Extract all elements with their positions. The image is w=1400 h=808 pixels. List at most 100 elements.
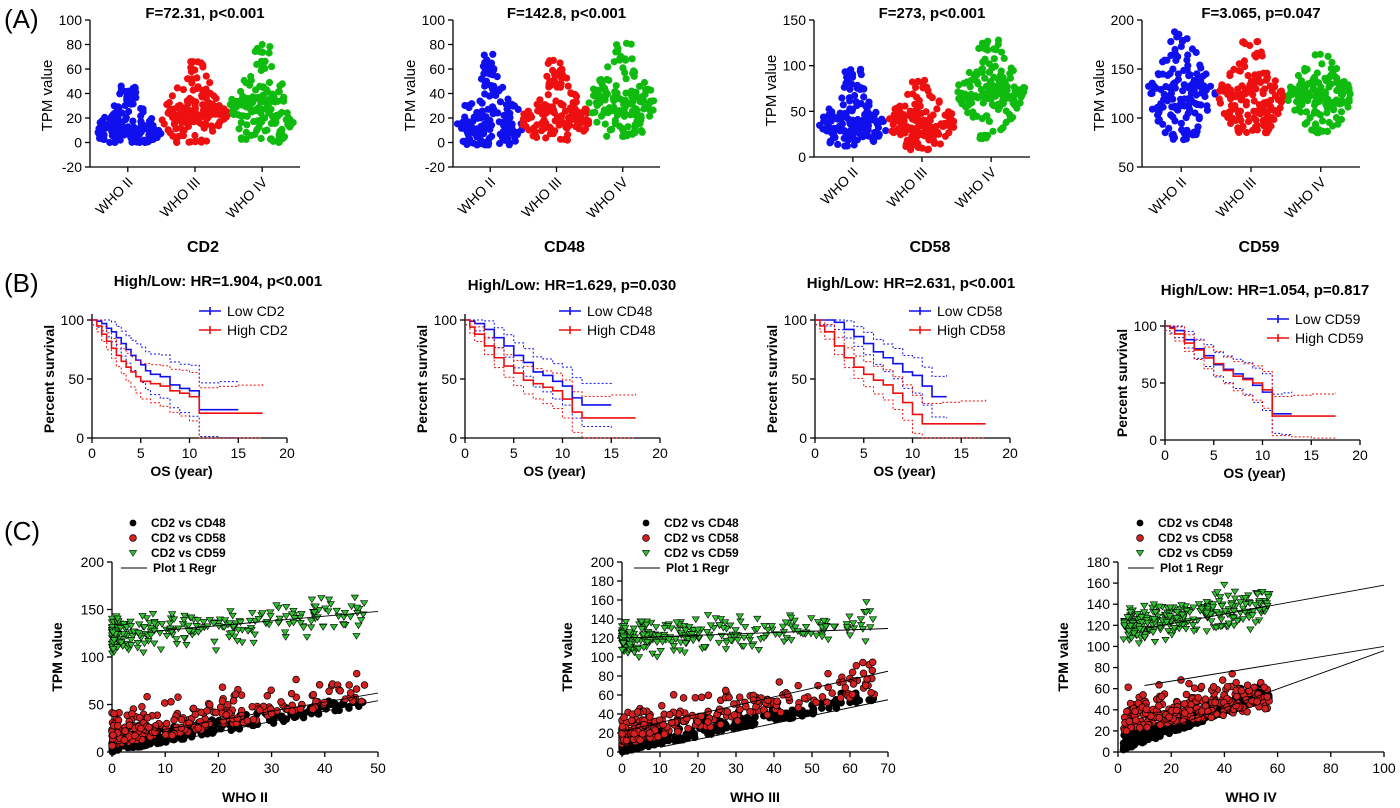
dot-series-who-iii: [158, 58, 233, 147]
data-point: [866, 624, 875, 632]
data-point: [1227, 95, 1235, 103]
data-point: [1242, 101, 1250, 109]
data-point: [149, 135, 157, 143]
data-point: [1263, 693, 1271, 701]
data-point: [1218, 676, 1227, 684]
data-point: [1202, 70, 1210, 78]
data-point: [716, 616, 726, 623]
regression-line: [1131, 650, 1385, 742]
data-point: [1166, 84, 1174, 92]
data-point: [1150, 639, 1160, 646]
data-point: [868, 616, 878, 623]
data-point: [485, 119, 493, 127]
data-point: [1185, 101, 1193, 109]
data-point: [282, 613, 291, 620]
legend-label: Low CD2: [227, 303, 285, 319]
legend-marker-green: [641, 550, 651, 557]
data-point: [352, 685, 361, 693]
data-point: [935, 98, 943, 106]
data-point: [496, 130, 504, 138]
data-point: [715, 622, 724, 630]
data-point: [828, 129, 836, 137]
data-point: [679, 694, 688, 702]
data-point: [1259, 120, 1268, 128]
y-tick-label: 0: [1102, 744, 1110, 760]
data-point: [660, 730, 669, 738]
gene-label: CD48: [544, 239, 585, 256]
data-point: [1016, 99, 1024, 107]
data-point: [280, 97, 288, 105]
data-point: [140, 741, 148, 750]
survival-plot-4: High/Low: HR=1.054, p=0.817 0 50 100 0 5 10 15 2…: [1114, 282, 1369, 481]
data-point: [143, 692, 151, 701]
data-point: [964, 109, 972, 117]
x-tick-label: 40: [766, 760, 782, 776]
data-point: [722, 639, 731, 647]
data-point: [189, 704, 198, 713]
data-point: [131, 85, 139, 93]
data-point: [255, 105, 263, 113]
data-point: [787, 637, 796, 644]
x-tick-label: 40: [317, 760, 333, 776]
data-point: [923, 83, 931, 91]
legend-label: High CD59: [1295, 330, 1364, 346]
data-point: [753, 615, 762, 623]
data-point: [981, 55, 989, 63]
y-axis-label: TPM value: [1091, 60, 1108, 132]
data-point: [541, 101, 549, 109]
y-tick-label: 50: [441, 371, 457, 387]
y-tick-label: 100: [784, 312, 808, 328]
data-point: [1324, 77, 1332, 85]
data-point: [976, 132, 985, 140]
x-tick-label: 0: [108, 760, 116, 776]
data-point: [168, 731, 176, 740]
y-axis-label: Percent survival: [414, 325, 430, 433]
data-point: [124, 123, 132, 131]
data-point: [1197, 101, 1205, 109]
data-point: [652, 624, 661, 631]
data-point: [596, 77, 604, 85]
y-tick-label: 40: [598, 706, 614, 722]
data-point: [1140, 602, 1149, 610]
y-tick-label: 100: [1111, 110, 1135, 126]
data-point: [1213, 589, 1222, 597]
data-point: [664, 636, 673, 644]
data-point: [133, 133, 141, 142]
data-point: [829, 112, 837, 120]
data-point: [1303, 65, 1311, 73]
data-point: [911, 113, 919, 121]
data-point: [1294, 71, 1302, 80]
data-point: [307, 624, 316, 632]
y-tick-label: 50: [790, 103, 806, 119]
data-point: [646, 713, 654, 721]
data-point: [1307, 79, 1315, 87]
data-point: [514, 105, 522, 113]
gene-label: CD2: [187, 239, 219, 256]
data-point: [658, 638, 667, 646]
x-tick-label: 5: [137, 445, 145, 461]
data-point: [1182, 690, 1191, 699]
data-point: [319, 624, 328, 631]
data-point: [619, 126, 627, 134]
legend-marker-red: [129, 534, 137, 542]
data-point: [621, 625, 630, 632]
data-point: [1244, 614, 1254, 622]
data-point: [185, 138, 193, 146]
data-point: [1177, 95, 1185, 103]
stat-title: F=273, p<0.001: [879, 5, 986, 22]
data-point: [544, 59, 552, 67]
data-point: [187, 64, 195, 72]
data-point: [930, 139, 938, 147]
data-point: [166, 620, 175, 628]
data-point: [138, 613, 147, 620]
data-point: [975, 44, 983, 53]
data-point: [1312, 121, 1320, 129]
data-point: [982, 134, 990, 142]
data-point: [981, 90, 989, 98]
data-point: [1218, 81, 1226, 89]
data-point: [1162, 619, 1171, 626]
legend-label: Plot 1 Regr: [153, 561, 217, 575]
data-point: [1149, 616, 1159, 623]
data-point: [1157, 100, 1165, 108]
